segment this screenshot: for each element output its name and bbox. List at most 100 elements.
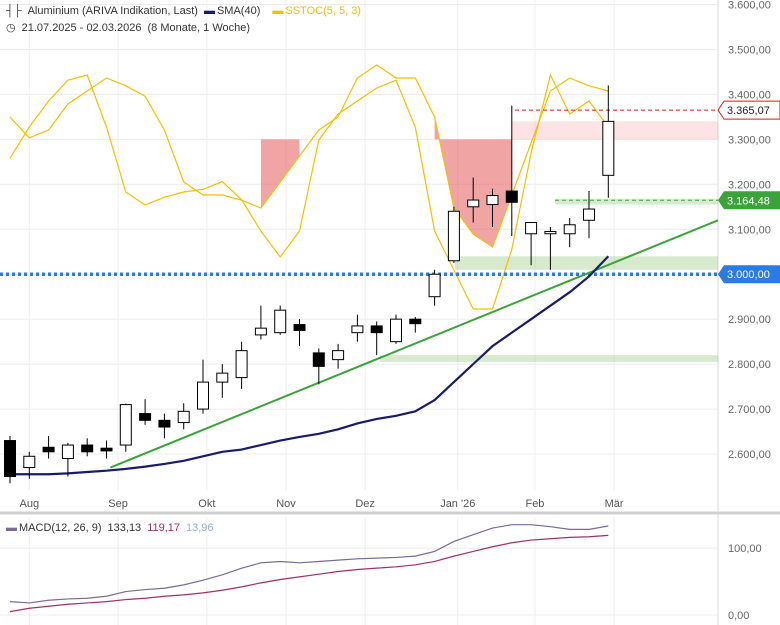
y-tick-label: 3.600,00 [728, 0, 771, 11]
x-tick-label: Nov [276, 498, 296, 510]
sma-legend-label: SMA(40) [216, 5, 261, 17]
support-zone [555, 198, 718, 205]
candle-body-up [23, 455, 36, 469]
candle [390, 314, 402, 344]
x-tick-label: Aug [20, 498, 40, 510]
support-zone [380, 355, 718, 362]
candle-body-up [525, 222, 538, 235]
candle-body-up [254, 327, 267, 336]
instrument-name: Aluminium (ARIVA Indikation, Last) [27, 5, 198, 17]
candle-body-up [602, 120, 615, 176]
candle [177, 403, 190, 430]
macd-y-tick-label: 100,00 [728, 543, 762, 555]
candle [216, 364, 229, 398]
price-tag-label: 3.164,48 [727, 195, 770, 207]
macd-y-tick-label: 0,00 [728, 610, 749, 622]
stochastic-d-line [9, 64, 609, 248]
candle [486, 188, 499, 228]
resistance-zone [512, 121, 718, 140]
x-tick-label: Okt [198, 498, 215, 510]
price-tag: 3.164,48 [718, 191, 780, 210]
y-tick-label: 3.500,00 [728, 44, 771, 56]
candle-body-up [428, 273, 441, 298]
y-tick-label: 3.200,00 [728, 179, 771, 191]
candle-body-down [139, 413, 152, 421]
candle [332, 343, 345, 369]
chart-type-icon[interactable]: ┤├ [6, 5, 22, 17]
price-tag: 3.000,00 [718, 265, 780, 284]
candle [274, 305, 287, 335]
candle [158, 413, 171, 439]
candle [4, 436, 16, 484]
candle [525, 222, 538, 266]
candle-body-down [4, 440, 16, 478]
candle-body-up [390, 318, 402, 343]
sma-legend: ▬ SMA(40) [203, 5, 261, 17]
y-tick-label: 2.600,00 [728, 449, 771, 461]
candle-body-down [158, 419, 171, 428]
sstoc-legend-label: SSTOC(5, 5, 3) [285, 5, 361, 17]
candle-body-up [119, 404, 132, 446]
macd-legend-macd: 133,13 [107, 522, 142, 534]
candle-body-up [61, 444, 74, 460]
macd-signal-line [9, 534, 609, 613]
candle-body-up [235, 350, 248, 379]
period-length: (8 Monate, 1 Woche) [147, 22, 251, 34]
y-tick-label: 3.300,00 [728, 134, 771, 146]
candle-body-down [409, 318, 422, 325]
macd-legend-row: ▬ MACD(12, 26, 9) 133,13 119,17 13,96 [6, 522, 220, 534]
sma-line [10, 255, 610, 476]
x-tick-label: Dez [355, 498, 375, 510]
macd-legend-swatch: ▬ [6, 522, 17, 534]
candle [583, 191, 595, 239]
candle [139, 399, 152, 425]
candle [81, 438, 94, 457]
candle-body-down [100, 447, 113, 452]
candle-body-up [274, 309, 287, 334]
candle [197, 359, 209, 414]
macd-line [9, 524, 609, 604]
candle [42, 436, 55, 459]
candle [602, 85, 615, 198]
legend-row: ┤├ Aluminium (ARIVA Indikation, Last) ▬ SMA… [6, 5, 373, 17]
candle [544, 227, 557, 270]
candle [23, 451, 36, 479]
candle-body-up [467, 199, 480, 208]
candle [235, 341, 248, 389]
candle-body-up [486, 195, 499, 206]
candle [293, 319, 306, 347]
price-tag-shape [718, 191, 780, 210]
y-tick-label: 2.700,00 [728, 404, 771, 416]
candle [370, 321, 383, 356]
stochastic-overbought-area [260, 139, 300, 208]
price-tag-shape [718, 265, 780, 284]
candle [119, 403, 132, 452]
candle [428, 269, 441, 306]
date-range: 21.07.2025 - 02.03.2026 [21, 22, 142, 34]
candle [61, 442, 74, 477]
price-tag-label: 3.000,00 [727, 269, 770, 281]
candle [351, 314, 364, 342]
candle-body-up [351, 325, 364, 334]
candle-body-down [81, 444, 94, 453]
y-tick-label: 2.800,00 [728, 359, 771, 371]
candle [447, 206, 460, 263]
price-tag-label: 3.365,07 [727, 105, 770, 117]
macd-legend-signal: 119,17 [147, 522, 181, 534]
x-tick-label: Jan '26 [440, 498, 475, 510]
candle-body-up [332, 350, 345, 361]
x-tick-label: Feb [525, 498, 544, 510]
support-zone [455, 256, 718, 270]
candle [254, 305, 267, 340]
uptrend-line [109, 219, 719, 469]
candle [100, 440, 113, 459]
y-tick-label: 3.400,00 [728, 89, 771, 101]
macd-legend-hist: 13,96 [186, 522, 214, 534]
candle [505, 105, 518, 237]
macd-legend-label: MACD(12, 26, 9) [19, 522, 102, 534]
candle [312, 348, 325, 385]
candle-body-up [197, 381, 209, 410]
candle-body-down [293, 324, 306, 331]
